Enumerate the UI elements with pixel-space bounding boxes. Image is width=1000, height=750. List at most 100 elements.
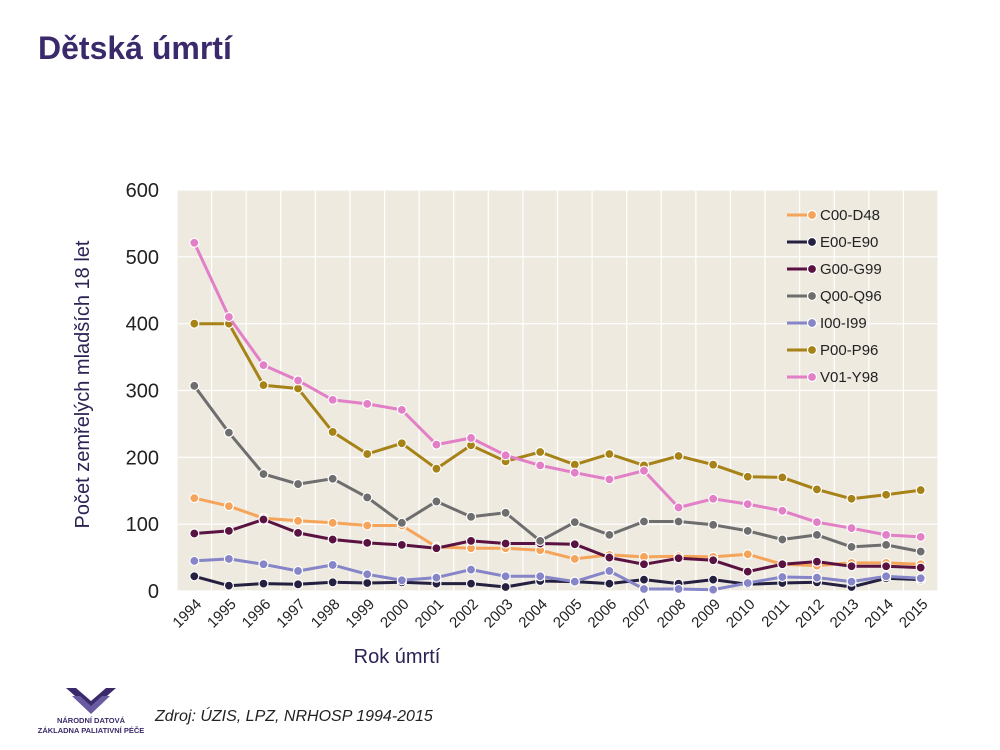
legend-marker: [806, 209, 818, 221]
data-point: [604, 578, 615, 589]
data-point: [292, 579, 304, 590]
data-point: [742, 566, 753, 577]
data-point: [396, 539, 407, 550]
data-point: [431, 572, 442, 583]
data-point: [362, 492, 373, 503]
data-point: [881, 561, 892, 572]
data-point: [292, 515, 304, 526]
series-v01-y98: [189, 237, 926, 542]
data-point: [465, 432, 477, 444]
data-point: [846, 561, 857, 572]
data-point: [258, 380, 269, 391]
y-axis-label: Počet zemřelých mladších 18 let: [72, 240, 94, 528]
data-point: [915, 573, 926, 584]
data-point: [708, 519, 719, 530]
data-point: [881, 529, 892, 540]
legend-marker: [806, 263, 818, 275]
data-point: [500, 581, 511, 593]
data-point: [465, 578, 477, 589]
y-tick-label: 500: [126, 247, 159, 269]
data-point: [811, 484, 823, 495]
data-point: [362, 398, 373, 409]
data-point: [638, 516, 650, 527]
x-tick-label: 2013: [827, 596, 863, 632]
x-tick-label: 2007: [619, 596, 655, 632]
data-point: [673, 450, 684, 462]
data-point: [292, 527, 304, 538]
series-line: [194, 518, 921, 574]
data-point: [258, 578, 269, 589]
legend-label: P00-P96: [820, 342, 878, 359]
data-point: [535, 460, 546, 471]
data-point: [742, 471, 753, 482]
series-line: [192, 242, 921, 539]
data-point: [292, 375, 304, 386]
legend-item: E00-E90: [787, 234, 878, 251]
logo-line-2: ZÁKLADNA PALIATIVNÍ PÉČE: [37, 726, 145, 735]
data-point: [708, 459, 719, 470]
data-point: [881, 489, 892, 500]
data-point: [465, 564, 477, 575]
x-tick-label: 1999: [342, 596, 378, 632]
data-point: [431, 543, 442, 554]
y-tick-label: 200: [126, 447, 159, 469]
data-point: [535, 571, 546, 582]
data-point: [777, 571, 788, 583]
legend-item: I00-I99: [787, 315, 867, 332]
data-point: [638, 574, 650, 585]
data-point: [777, 534, 788, 545]
x-tick-labels: 1994199519961997199819992000200120022003…: [170, 596, 932, 632]
data-point: [915, 562, 926, 573]
data-point: [742, 525, 753, 536]
legend-label: E00-E90: [820, 234, 878, 251]
data-point: [535, 535, 546, 546]
legend-item: Q00-Q96: [787, 288, 882, 305]
data-point: [638, 559, 650, 570]
series-layer: [189, 237, 926, 595]
legend-marker: [806, 236, 818, 248]
legend-item: V01-Y98: [787, 369, 878, 386]
data-point: [396, 575, 407, 586]
legend-label: C00-D48: [820, 207, 880, 224]
y-tick-labels: 0 100 200 300 400 500 600: [126, 180, 159, 603]
data-point: [915, 484, 926, 496]
legend-label: Q00-Q96: [820, 288, 882, 305]
data-point: [811, 572, 823, 583]
x-tick-label: 1994: [170, 596, 206, 632]
data-point: [604, 565, 615, 577]
data-point: [535, 446, 546, 458]
data-point: [396, 517, 407, 528]
x-tick-label: 2010: [723, 596, 759, 632]
legend: C00-D48 E00-E90 G00-G99 Q00-Q96 I00-I99 P00-P…: [787, 207, 882, 386]
data-point: [362, 448, 373, 460]
logo-line-1: NÁRODNÍ DATOVÁ: [56, 716, 126, 725]
data-point: [708, 574, 719, 585]
data-point: [189, 555, 200, 567]
data-point: [604, 552, 615, 563]
series-q00-q96: [189, 380, 926, 557]
series-line: [193, 496, 921, 568]
data-point: [327, 559, 338, 571]
data-point: [223, 553, 234, 565]
series-line: [194, 557, 921, 592]
data-point: [673, 583, 684, 595]
data-point: [258, 360, 269, 371]
data-point: [673, 516, 684, 527]
data-point: [189, 528, 200, 539]
data-point: [362, 569, 373, 580]
data-point: [846, 523, 857, 534]
y-tick-label: 100: [126, 514, 159, 536]
series-line: [193, 574, 921, 589]
series-line: [194, 322, 921, 501]
data-point: [465, 535, 477, 546]
data-point: [431, 463, 442, 474]
data-point: [223, 501, 234, 512]
data-point: [396, 404, 407, 415]
data-point: [189, 380, 200, 391]
x-tick-label: 2008: [654, 596, 690, 632]
data-point: [500, 538, 511, 549]
data-point: [292, 565, 304, 577]
data-point: [327, 426, 338, 438]
data-point: [811, 517, 823, 528]
legend-marker: [806, 317, 818, 329]
